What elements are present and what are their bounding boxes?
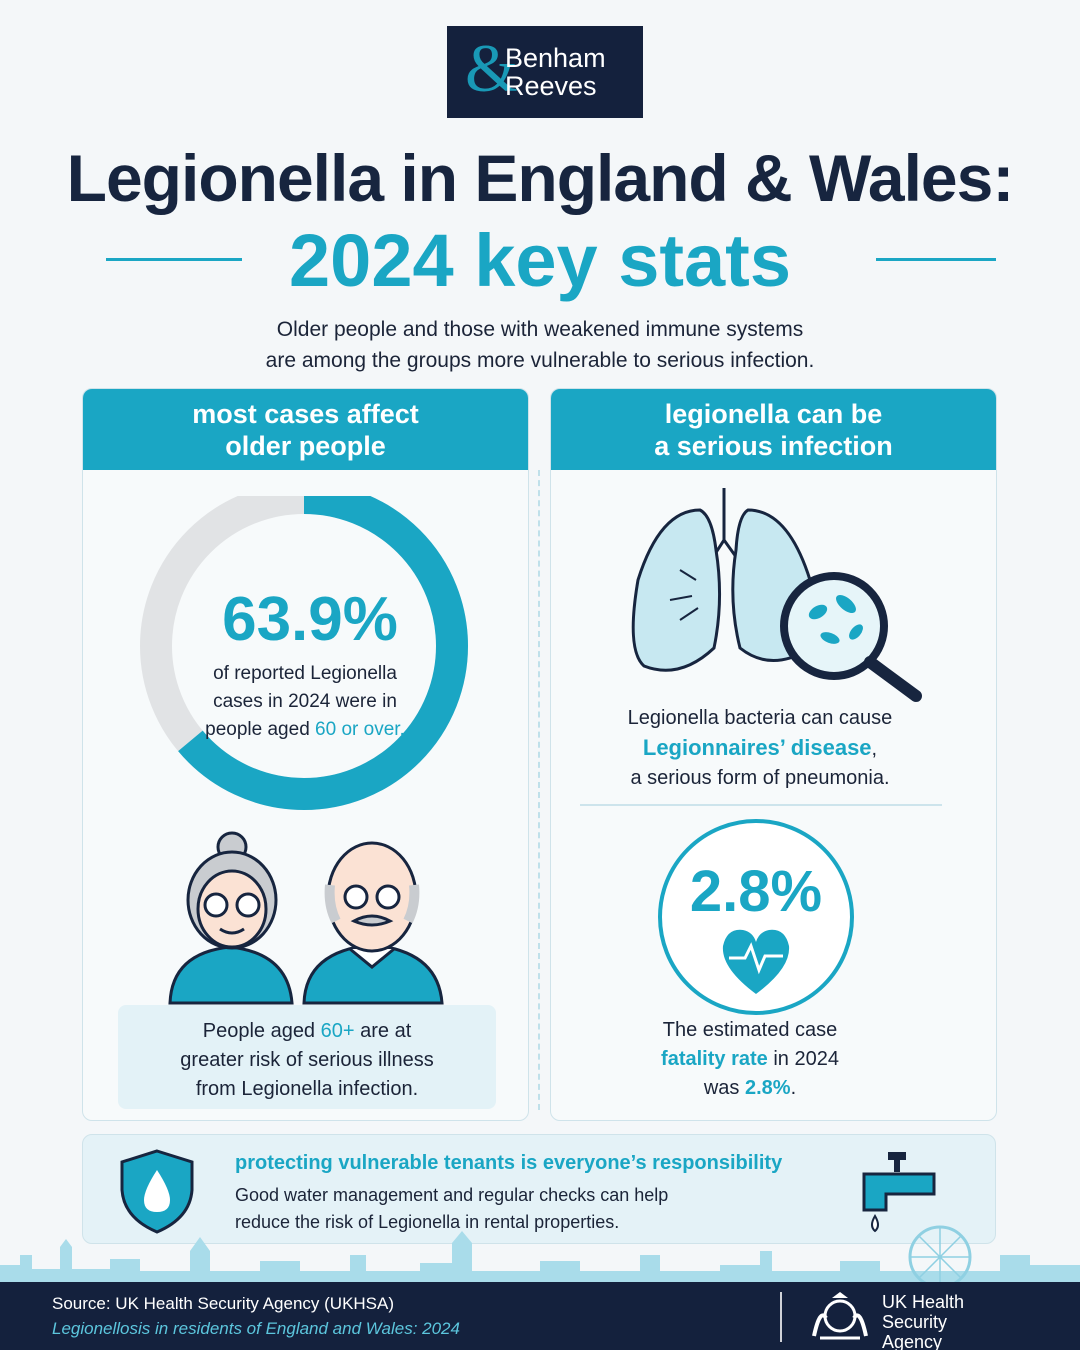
right-panel-separator	[580, 804, 942, 806]
fatal-line-3: was 2.8%.	[600, 1074, 900, 1103]
magnifier-icon	[780, 572, 922, 702]
heartbeat-icon	[722, 929, 790, 994]
older-desc-line-3: people aged 60 or over.	[170, 716, 440, 744]
crest-icon	[812, 1292, 868, 1340]
donut-chart	[140, 496, 468, 810]
fatal-line-2: fatality rate in 2024	[600, 1045, 900, 1074]
panel-header-left-line-1: most cases affect	[192, 398, 419, 429]
lung-line-2: Legionnaires’ disease,	[580, 733, 940, 764]
title-rule-left	[106, 258, 242, 261]
banner-line-2: reduce the risk of Legionella in rental …	[235, 1212, 620, 1232]
shield-drop-icon	[120, 1149, 194, 1234]
fatal-line-2-teal: fatality rate	[661, 1048, 768, 1070]
fatal-line-3-pre: was	[703, 1077, 745, 1099]
older-desc-line-3-teal: 60 or over.	[315, 719, 405, 740]
risk-line-2: greater risk of serious illness	[180, 1049, 434, 1071]
logo-line-1: Benham	[505, 43, 606, 73]
source-report-title: Legionellosis in residents of England an…	[52, 1319, 460, 1338]
fatality-circle	[658, 819, 854, 1015]
intro-line-1: Older people and those with weakened imm…	[276, 318, 804, 341]
lung-description: Legionella bacteria can cause Legionnair…	[580, 704, 940, 793]
lung-line-2-post: ,	[871, 738, 878, 760]
banner-text: Good water management and regular checks…	[235, 1182, 795, 1236]
older-desc-line-1: of reported Legionella	[213, 663, 397, 684]
intro-text: Older people and those with weakened imm…	[0, 314, 1080, 376]
title-rule-right	[876, 258, 996, 261]
logo-ampersand: &	[465, 30, 518, 106]
panel-header-right-line-2: a serious infection	[654, 430, 893, 461]
page-subtitle: 2024 key stats	[289, 219, 791, 302]
panel-header-right: legionella can be a serious infection	[551, 389, 996, 470]
older-percent-description: of reported Legionella cases in 2024 wer…	[170, 660, 440, 744]
page-title: Legionella in England & Wales:	[66, 141, 1015, 215]
elderly-woman-icon	[168, 831, 294, 1005]
lung-line-1: Legionella bacteria can cause	[627, 707, 893, 729]
banner-line-1: Good water management and regular checks…	[235, 1185, 669, 1205]
fatal-line-3-teal: 2.8%	[744, 1077, 791, 1099]
london-eye-icon	[908, 1225, 972, 1283]
agency-line-3: Agency	[882, 1332, 943, 1350]
intro-line-2: are among the groups more vulnerable to …	[265, 349, 815, 372]
city-skyline-illustration	[0, 1225, 1080, 1283]
logo-text: Benham Reeves	[505, 44, 606, 100]
panel-divider	[538, 470, 540, 1110]
footer	[0, 1282, 1080, 1350]
footer-divider	[780, 1292, 782, 1342]
lungs-illustration	[631, 488, 922, 702]
panel-older-people: most cases affect older people	[82, 388, 529, 1121]
older-desc-line-2: cases in 2024 were in	[213, 691, 397, 712]
fatal-line-3-post: .	[790, 1077, 797, 1099]
risk-line-1-post: are at	[354, 1020, 412, 1042]
older-desc-line-3-pre: people aged	[205, 719, 316, 740]
risk-note: People aged 60+ are at greater risk of s…	[118, 1005, 496, 1109]
fatal-line-2-post: in 2024	[767, 1048, 839, 1070]
elderly-man-icon	[302, 841, 444, 1005]
risk-line-1-pre: People aged	[202, 1020, 321, 1042]
logo-line-2: Reeves	[505, 71, 597, 101]
elderly-couple-illustration	[168, 831, 444, 1005]
risk-line-3: from Legionella infection.	[195, 1078, 419, 1100]
risk-line-1-teal: 60+	[320, 1020, 355, 1042]
agency-line-2: Security	[882, 1312, 948, 1332]
fatality-description: The estimated case fatality rate in 2024…	[600, 1016, 900, 1103]
lung-line-3: a serious form of pneumonia.	[630, 767, 890, 789]
legionnaires-disease-label: Legionnaires’ disease	[642, 735, 872, 760]
fatality-percent: 2.8%	[689, 859, 823, 924]
banner-heading: protecting vulnerable tenants is everyon…	[235, 1152, 783, 1174]
responsibility-banner	[82, 1134, 996, 1244]
panel-header-left-line-2: older people	[225, 430, 386, 461]
fatal-line-1: The estimated case	[662, 1019, 838, 1041]
donut-value-arc	[140, 496, 468, 810]
risk-line-1: People aged 60+ are at	[118, 1017, 496, 1046]
agency-name: UK Health Security Agency	[882, 1292, 1002, 1350]
agency-line-1: UK Health	[882, 1292, 965, 1312]
older-percent: 63.9%	[222, 585, 398, 654]
source-credit: Source: UK Health Security Agency (UKHSA…	[52, 1294, 395, 1313]
brand-logo: & Benham Reeves	[447, 26, 643, 118]
panel-header-left: most cases affect older people	[83, 389, 528, 470]
panel-header-right-line-1: legionella can be	[664, 398, 883, 429]
tap-icon	[862, 1152, 936, 1233]
